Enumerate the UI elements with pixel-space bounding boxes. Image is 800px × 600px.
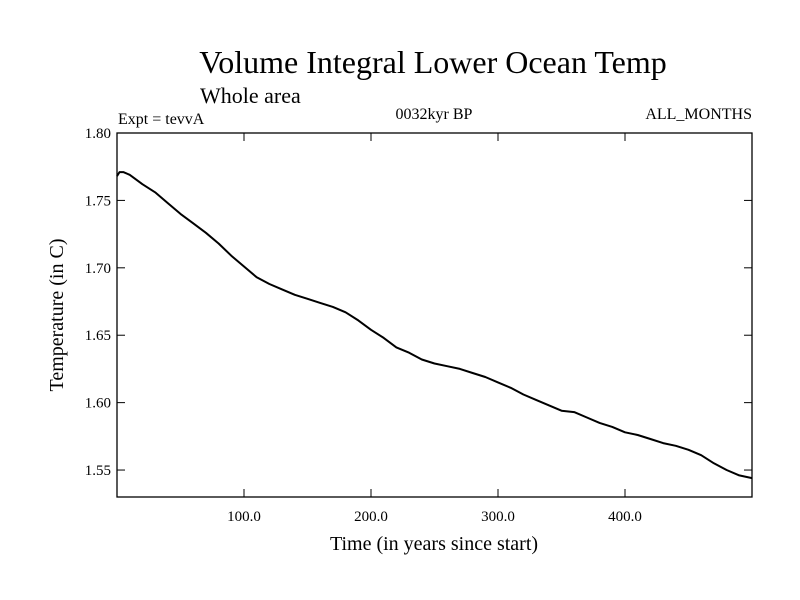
x-tick-label: 300.0 <box>481 509 515 525</box>
y-tick-label: 1.65 <box>85 328 111 344</box>
x-axis-label: Time (in years since start) <box>330 533 538 555</box>
annotation-center: 0032kyr BP <box>396 106 473 123</box>
plot-layer <box>116 171 753 480</box>
y-tick-label: 1.80 <box>85 126 111 142</box>
chart-subtitle: Whole area <box>200 83 301 108</box>
y-tick-label: 1.55 <box>85 463 111 479</box>
x-tick-label: 400.0 <box>608 509 642 525</box>
y-axis-label: Temperature (in C) <box>46 239 68 392</box>
x-tick-label: 200.0 <box>354 509 388 525</box>
x-tick-label: 100.0 <box>227 509 261 525</box>
annotation-right: ALL_MONTHS <box>645 106 752 123</box>
plot-frame <box>116 132 753 498</box>
axes-layer: 1.55 1.60 1.65 1.70 1.75 1.80 100.0 200.0 300.0 4… <box>85 126 752 525</box>
chart-title: Volume Integral Lower Ocean Temp <box>199 44 667 80</box>
y-tick-label: 1.70 <box>85 261 111 277</box>
y-tick-label: 1.75 <box>85 193 111 209</box>
series-line <box>116 171 753 480</box>
y-tick-label: 1.60 <box>85 396 111 412</box>
annotation-left: Expt = tevvA <box>118 111 205 128</box>
